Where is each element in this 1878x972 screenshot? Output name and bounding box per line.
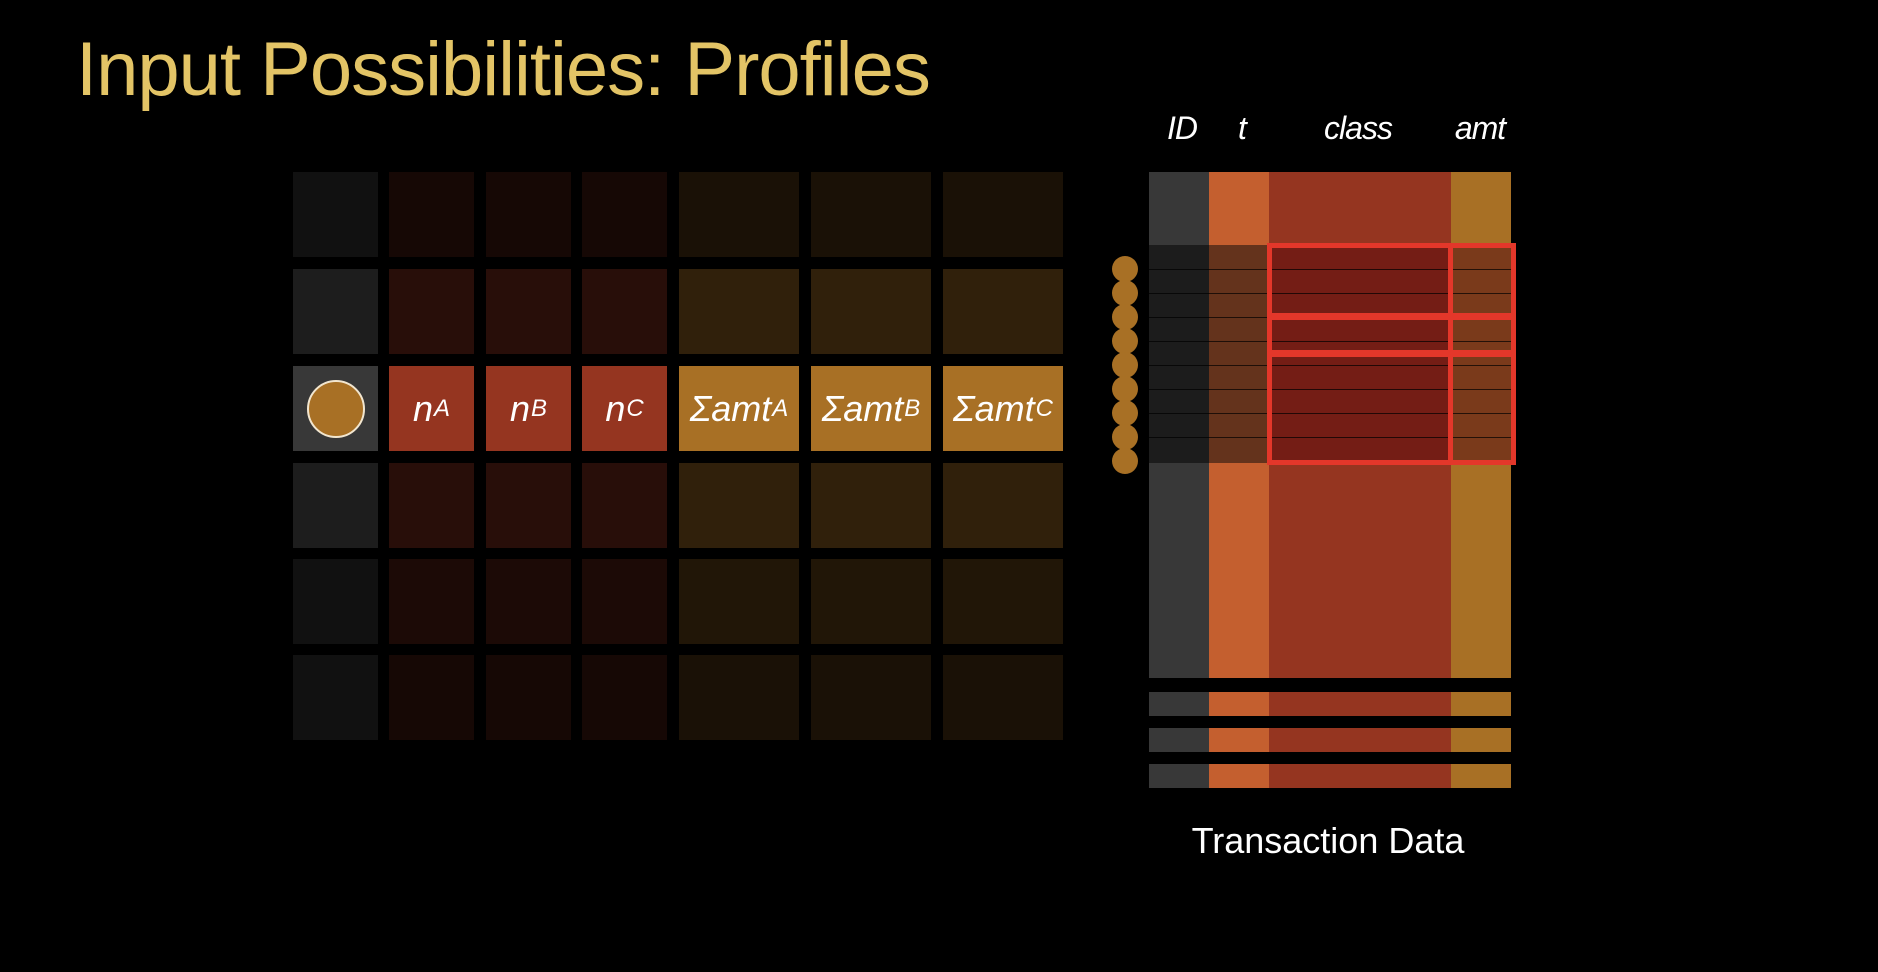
transaction-row-dot — [1112, 448, 1138, 474]
row-separator — [1149, 341, 1511, 342]
id-column-trailing-row — [1149, 764, 1209, 788]
row-separator — [1149, 437, 1511, 438]
id-column-selected-band — [1149, 245, 1209, 463]
profile-grid-cell — [582, 655, 667, 740]
feature-subscript: B — [531, 394, 548, 422]
feature-label: n — [605, 387, 626, 429]
profile-grid-cell — [943, 269, 1063, 354]
profile-grid-cell — [389, 172, 474, 257]
class-group-highlight — [1267, 352, 1516, 465]
row-separator — [1149, 293, 1511, 294]
transaction-row-dot — [1112, 256, 1138, 282]
transaction-row-dot — [1112, 280, 1138, 306]
profile-grid-cell — [811, 269, 931, 354]
profile-grid-cell — [389, 269, 474, 354]
profile-grid-cell — [486, 463, 571, 548]
transaction-row-dot — [1112, 424, 1138, 450]
profile-grid-cell — [582, 269, 667, 354]
profile-grid-cell — [582, 172, 667, 257]
profile-feature-cell: Σamt B — [811, 366, 931, 451]
profile-grid-cell — [679, 172, 799, 257]
transaction-row-dot — [1112, 328, 1138, 354]
feature-subscript: C — [1035, 394, 1053, 422]
profile-grid-cell — [293, 463, 378, 548]
column-header-t: t — [1238, 110, 1247, 146]
profile-grid-cell — [582, 463, 667, 548]
t-column-trailing-row — [1209, 764, 1269, 788]
profile-grid-cell — [943, 655, 1063, 740]
transaction-row-dot — [1112, 352, 1138, 378]
profile-grid-cell — [389, 559, 474, 644]
profile-grid-cell — [389, 655, 474, 740]
profile-grid-cell — [679, 269, 799, 354]
t-column-trailing-row — [1209, 728, 1269, 752]
id-column-trailing-row — [1149, 692, 1209, 716]
profile-grid-cell — [486, 172, 571, 257]
profile-grid-cell — [679, 463, 799, 548]
amt-column-trailing-row — [1451, 692, 1511, 716]
profile-grid-cell — [293, 172, 378, 257]
feature-label: Σamt — [953, 387, 1035, 429]
class-group-highlight — [1267, 315, 1516, 355]
profile-grid-cell — [582, 559, 667, 644]
transaction-row-dot — [1112, 304, 1138, 330]
feature-label: Σamt — [821, 387, 904, 429]
id-column-trailing-row — [1149, 728, 1209, 752]
profile-grid-cell — [811, 172, 931, 257]
feature-label: n — [412, 387, 433, 429]
profile-grid-cell — [943, 559, 1063, 644]
profile-grid-cell — [293, 559, 378, 644]
column-header-id: ID — [1167, 110, 1198, 146]
feature-subscript: A — [434, 394, 451, 422]
feature-subscript: B — [904, 394, 921, 422]
feature-subscript: A — [772, 394, 789, 422]
row-separator — [1149, 269, 1511, 270]
amt-column-trailing-row — [1451, 728, 1511, 752]
profile-feature-cell: Σamt C — [943, 366, 1063, 451]
profile-grid-cell — [679, 559, 799, 644]
feature-subscript: C — [626, 394, 644, 422]
amt-column-trailing-row — [1451, 764, 1511, 788]
profile-grid-cell — [486, 559, 571, 644]
class-column-trailing-row — [1269, 692, 1451, 716]
transaction-row-dot — [1112, 400, 1138, 426]
profile-grid-cell — [679, 655, 799, 740]
t-column-selected-band — [1209, 245, 1269, 463]
profile-grid-cell — [293, 269, 378, 354]
transaction-row-dot — [1112, 376, 1138, 402]
profile-grid-cell — [943, 463, 1063, 548]
profile-grid-cell — [293, 655, 378, 740]
column-header-amt: amt — [1454, 110, 1506, 146]
profile-grid-cell — [811, 655, 931, 740]
t-column-trailing-row — [1209, 692, 1269, 716]
row-separator — [1149, 413, 1511, 414]
class-group-highlight — [1267, 243, 1516, 318]
slide-title: Input Possibilities: Profiles — [76, 27, 931, 112]
entity-circle-icon — [306, 379, 365, 438]
transaction-data-caption: Transaction Data — [1191, 820, 1465, 861]
profile-grid-cell — [811, 559, 931, 644]
row-separator — [1149, 389, 1511, 390]
feature-label: n — [509, 387, 530, 429]
class-column-trailing-row — [1269, 764, 1451, 788]
feature-label: Σamt — [689, 387, 772, 429]
row-separator — [1149, 365, 1511, 366]
profile-grid-cell — [943, 172, 1063, 257]
profile-grid-cell — [811, 463, 931, 548]
class-column-trailing-row — [1269, 728, 1451, 752]
profile-entity-cell — [293, 366, 378, 451]
column-header-class: class — [1324, 110, 1393, 146]
profile-grid-cell — [389, 463, 474, 548]
profile-grid-cell — [486, 269, 571, 354]
highlight-divider — [1448, 243, 1453, 465]
profile-grid-cell — [486, 655, 571, 740]
profile-feature-cell: Σamt A — [679, 366, 799, 451]
